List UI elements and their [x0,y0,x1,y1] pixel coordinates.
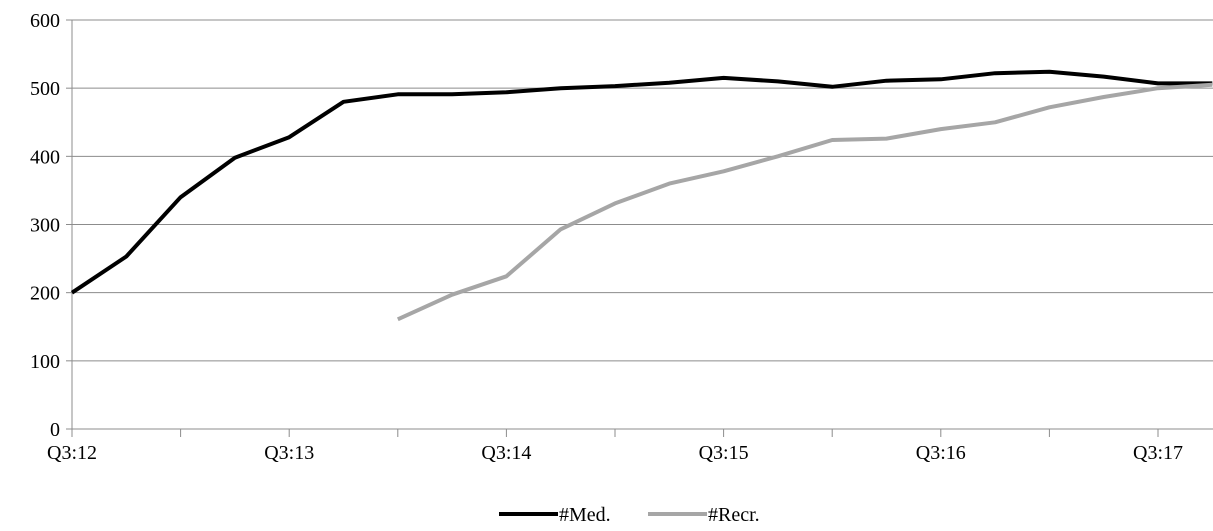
x-axis-labels: Q3:12 Q3:13 Q3:14 Q3:15 Q3:16 Q3:17 [47,442,1183,464]
legend-label: #Recr. [708,504,760,526]
x-tick-label: Q3:17 [1133,442,1183,464]
x-tick-label: Q3:14 [481,442,531,464]
y-tick-label: 0 [50,419,60,441]
y-axis-labels: 0 100 200 300 400 500 600 [30,10,60,441]
x-tick-label: Q3:15 [699,442,749,464]
series-lines [70,69,1213,322]
y-tick-label: 100 [30,351,60,373]
x-tick-label: Q3:13 [264,442,314,464]
y-tick-label: 500 [30,78,60,100]
y-tick-label: 600 [30,10,60,32]
series-line-med [70,69,1213,295]
x-tick-label: Q3:16 [916,442,966,464]
y-tick-label: 300 [30,215,60,237]
axes [66,19,1213,437]
y-tick-label: 200 [30,283,60,305]
legend-label: #Med. [559,504,611,526]
grid-lines [72,19,1213,362]
legend: #Med. #Recr. [499,504,760,526]
x-tick-label: Q3:12 [47,442,97,464]
y-tick-label: 400 [30,146,60,168]
series-line-recr [396,82,1213,322]
